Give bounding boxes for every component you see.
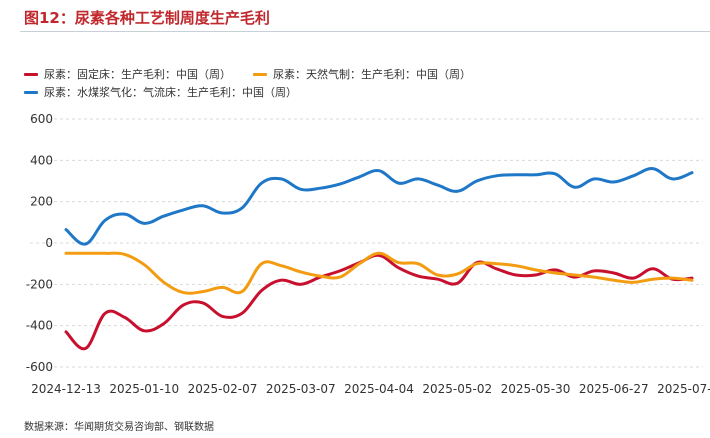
x-tick-label: 2025-03-07 (266, 382, 336, 396)
grid-lines (30, 118, 703, 368)
x-tick-label: 2025-07-25 (657, 382, 710, 396)
legend-label-natural-gas: 尿素：天然气制：生产毛利：中国（周） (273, 68, 471, 81)
x-tick-label: 2025-04-04 (344, 382, 414, 396)
series-line-coal-water-slurry (64, 167, 694, 246)
legend-swatch-natural-gas (253, 72, 267, 76)
x-tick-label: 2025-02-07 (188, 382, 258, 396)
y-tick-label: 400 (30, 153, 53, 167)
series-line-natural-gas (64, 251, 694, 295)
y-tick-label: 200 (30, 195, 53, 209)
legend-label-fixed-bed: 尿素：固定床：生产毛利：中国（周） (44, 68, 231, 81)
data-source-note: 数据来源：华闻期货交易咨询部、钢联数据 (24, 422, 214, 433)
x-axis-ticks: 2024-12-13 2025-01-10 2025-02-07 2025-03-07… (31, 382, 710, 396)
series-lines (64, 167, 694, 351)
series-line-fixed-bed (64, 253, 694, 351)
x-tick-label: 2025-05-02 (422, 382, 492, 396)
y-tick-label: -400 (26, 319, 53, 333)
y-axis-ticks: 600 400 200 0 -200 -400 -600 (26, 112, 53, 374)
legend-row-2: 尿素：水煤浆气化：气流床：生产毛利：中国（周） (24, 84, 319, 100)
y-tick-label: -200 (26, 277, 53, 291)
x-tick-label: 2024-12-13 (31, 382, 101, 396)
legend-swatch-fixed-bed (24, 72, 38, 76)
legend-swatch-coal-water-slurry (24, 90, 38, 94)
chart-title: 图12：尿素各种工艺制周度生产毛利 (24, 9, 270, 27)
x-tick-label: 2025-06-27 (579, 382, 649, 396)
y-tick-label: -600 (26, 360, 53, 374)
x-tick-label: 2025-05-30 (501, 382, 571, 396)
title-divider (20, 31, 710, 32)
legend-label-coal-water-slurry: 尿素：水煤浆气化：气流床：生产毛利：中国（周） (44, 86, 297, 99)
y-tick-label: 600 (30, 112, 53, 126)
legend-row-1: 尿素：固定床：生产毛利：中国（周） 尿素：天然气制：生产毛利：中国（周） (24, 66, 493, 82)
x-tick-label: 2025-01-10 (109, 382, 179, 396)
y-tick-label: 0 (45, 236, 53, 250)
